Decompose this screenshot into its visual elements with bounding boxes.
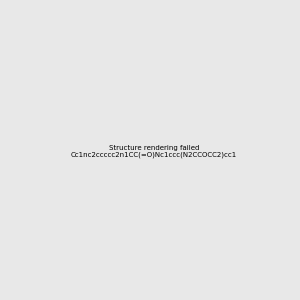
Text: Structure rendering failed
Cc1nc2ccccc2n1CC(=O)Nc1ccc(N2CCOCC2)cc1: Structure rendering failed Cc1nc2ccccc2n… [70, 145, 237, 158]
